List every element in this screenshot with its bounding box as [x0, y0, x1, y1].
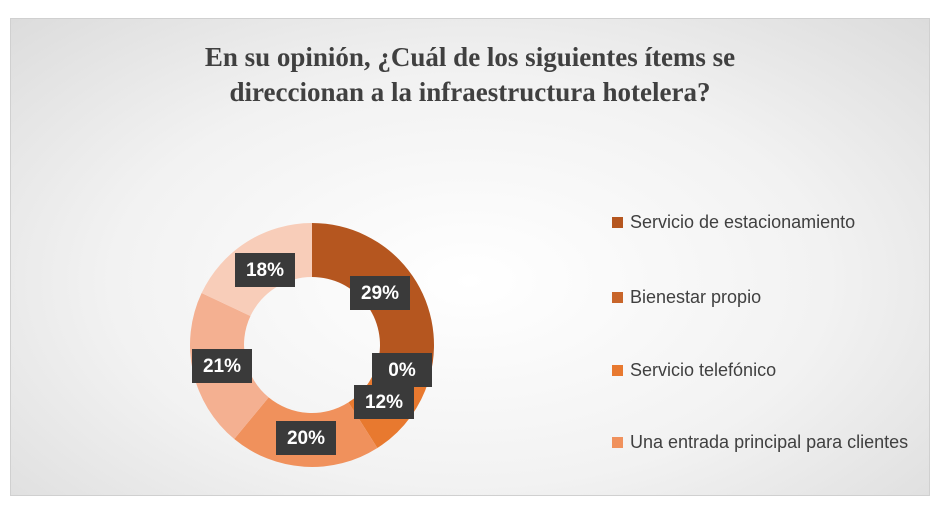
- legend-item: Servicio telefónico: [612, 354, 937, 386]
- legend-swatch: [612, 217, 623, 228]
- data-label: 29%: [361, 283, 399, 304]
- label-box: [350, 276, 410, 310]
- legend-label: Servicio de estacionamiento: [630, 212, 856, 232]
- label-box: [354, 385, 414, 419]
- legend-swatch: [612, 437, 623, 448]
- label-box: [192, 349, 252, 383]
- label-box: [372, 353, 432, 387]
- legend-item: Una entrada principal para clientes: [612, 426, 937, 458]
- label-box: [276, 421, 336, 455]
- chart-area: [10, 18, 930, 496]
- legend-swatch: [612, 365, 623, 376]
- legend-item: Bienestar propio: [612, 281, 937, 313]
- legend-swatch: [612, 292, 623, 303]
- chart-title: En su opinión, ¿Cuál de los siguientes í…: [204, 42, 736, 107]
- legend-label: Bienestar propio: [630, 287, 762, 307]
- data-label: 21%: [203, 356, 241, 377]
- label-box: [235, 253, 295, 287]
- data-label: 12%: [365, 392, 403, 413]
- legend-item: Servicio de estacionamiento: [612, 206, 937, 238]
- legend-label: Una entrada principal para clientes: [630, 432, 909, 452]
- data-label: 18%: [246, 260, 284, 281]
- legend-label: Servicio telefónico: [630, 360, 777, 380]
- data-label: 0%: [388, 360, 416, 381]
- data-label: 20%: [287, 428, 325, 449]
